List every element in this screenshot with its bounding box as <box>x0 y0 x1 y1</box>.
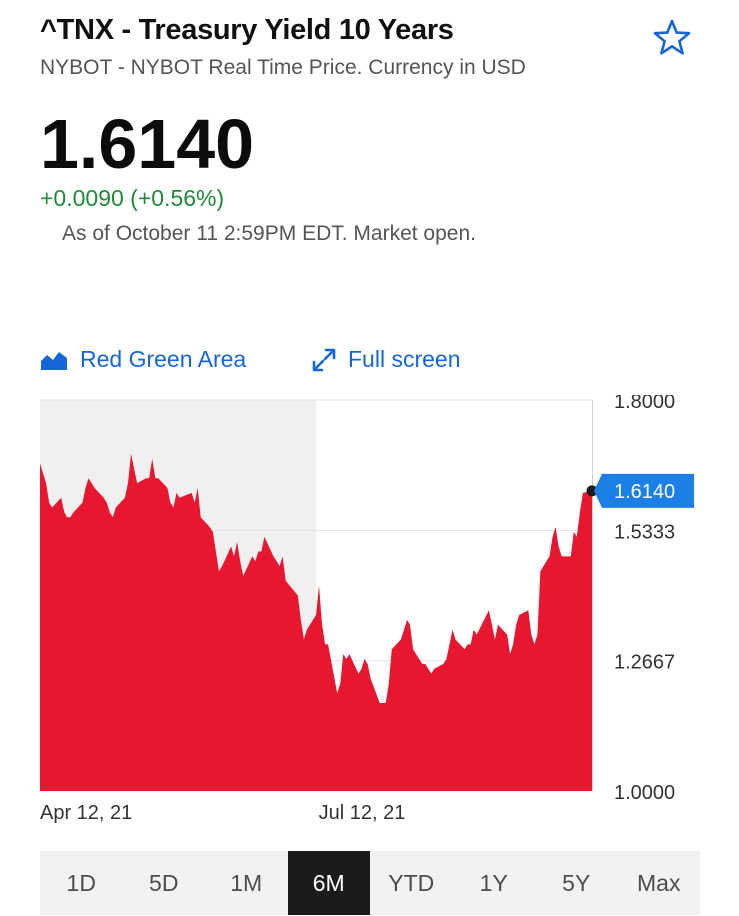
star-outline-icon[interactable] <box>652 18 692 58</box>
chart-type-button[interactable]: Red Green Area <box>40 346 246 373</box>
quote-subtitle: NYBOT - NYBOT Real Time Price. Currency … <box>40 56 526 79</box>
y-tick-label-0: 1.8000 <box>614 395 675 413</box>
range-button-5y[interactable]: 5Y <box>562 869 591 896</box>
as-of-timestamp: As of October 11 2:59PM EDT. Market open… <box>62 222 476 245</box>
range-button-1m[interactable]: 1M <box>230 869 263 896</box>
range-button-ytd[interactable]: YTD <box>388 869 435 896</box>
fullscreen-label: Full screen <box>348 346 461 372</box>
y-tick-label-2: 1.2667 <box>614 652 675 674</box>
yield-area-chart[interactable]: 1.8000 1.5333 1.2667 1.0000 Apr 12, 21 Jul 12… <box>0 395 739 835</box>
x-tick-label-1: Jul 12, 21 <box>319 802 406 824</box>
range-button-1d[interactable]: 1D <box>66 869 96 896</box>
current-price: 1.6140 <box>40 105 255 183</box>
range-button-6m[interactable]: 6M <box>287 851 370 915</box>
range-button-1y[interactable]: 1Y <box>479 869 508 896</box>
yield-area-series <box>40 453 592 791</box>
current-value-label: 1.6140 <box>614 481 675 503</box>
time-range-selector: 1D 5D 1M 6M YTD 1Y 5Y Max <box>40 851 700 915</box>
price-change: +0.0090 (+0.56%) <box>40 185 225 211</box>
range-button-5d[interactable]: 5D <box>149 869 179 896</box>
quote-title: ^TNX - Treasury Yield 10 Years <box>40 14 454 46</box>
y-tick-label-1: 1.5333 <box>614 521 675 543</box>
y-tick-label-3: 1.0000 <box>614 782 675 804</box>
x-tick-label-0: Apr 12, 21 <box>40 802 132 824</box>
area-chart-icon <box>41 351 67 370</box>
range-button-max[interactable]: Max <box>637 869 681 896</box>
fullscreen-button[interactable]: Full screen <box>312 346 460 373</box>
expand-arrows-icon <box>312 348 336 371</box>
chart-type-label: Red Green Area <box>80 346 247 372</box>
current-value-badge <box>594 473 694 508</box>
current-value-dot <box>586 485 598 497</box>
